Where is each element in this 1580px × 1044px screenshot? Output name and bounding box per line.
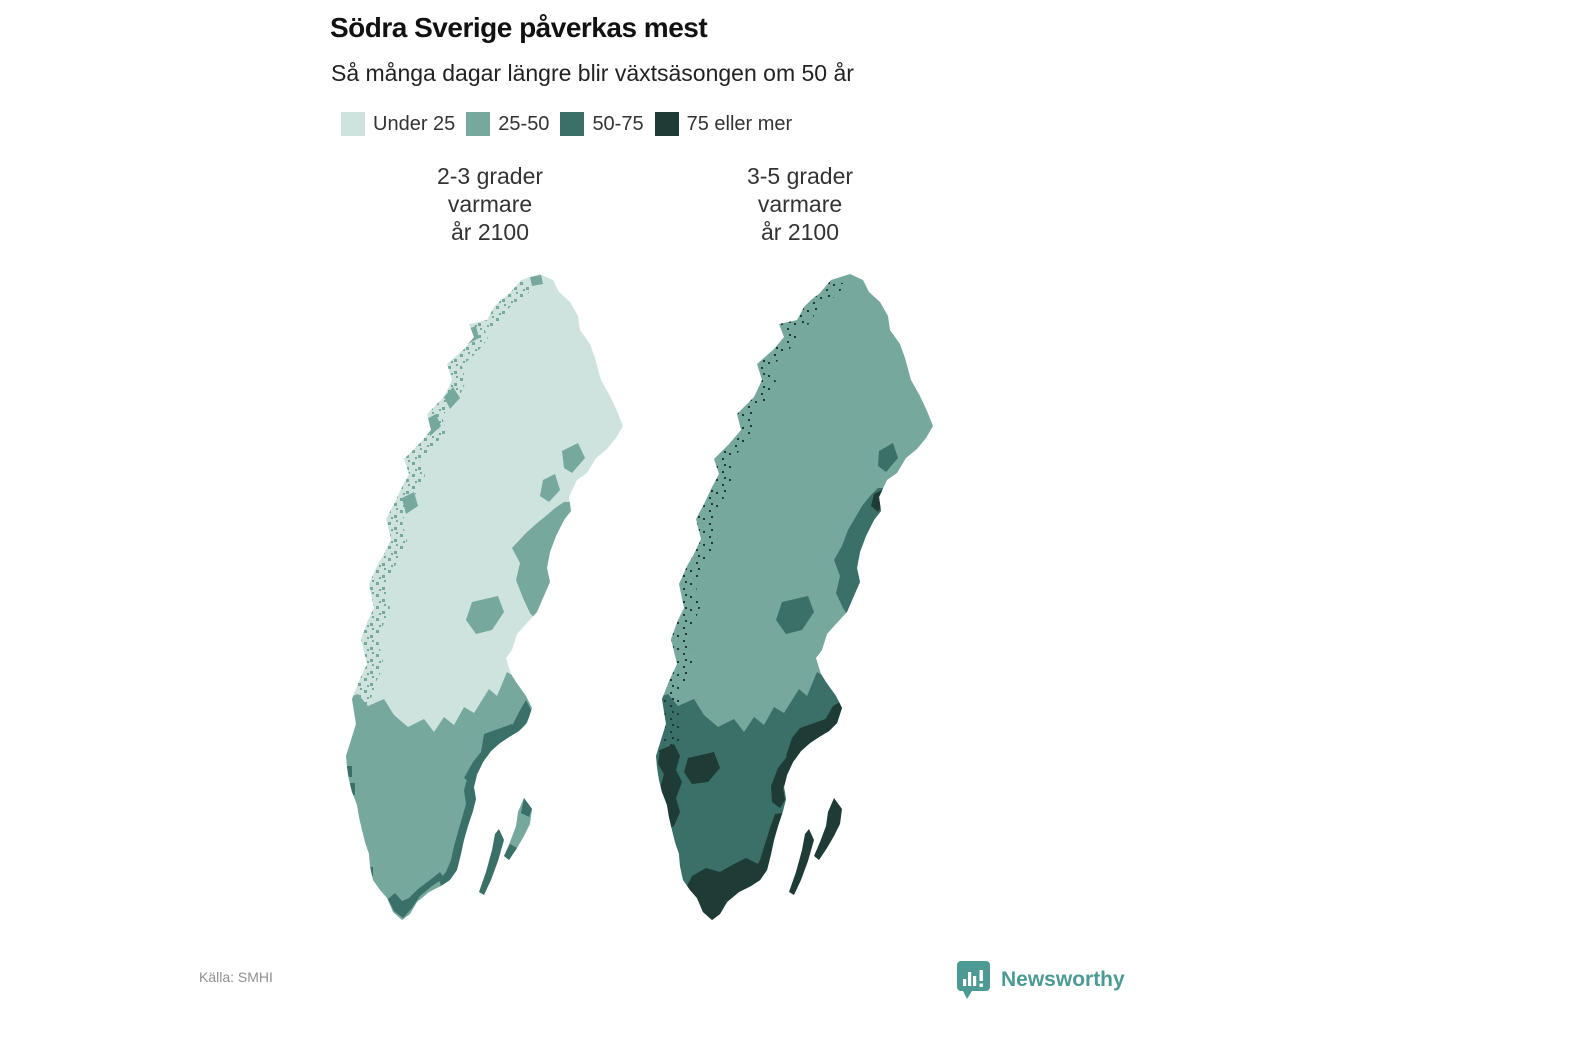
chart-title: Södra Sverige påverkas mest xyxy=(330,12,708,43)
legend-label: 25-50 xyxy=(498,112,550,135)
map-label-scenario-2-3: 2-3 grader varmare år 2100 xyxy=(436,163,544,245)
map-label-scenario-3-5: 3-5 grader varmare år 2100 xyxy=(746,163,854,245)
newsworthy-wordmark: Newsworthy xyxy=(1001,968,1125,991)
newsworthy-bubble-chart-icon xyxy=(957,961,990,999)
legend-item-25-50: 25-50 xyxy=(466,112,549,136)
legend-swatch-25-50 xyxy=(466,112,491,136)
legend-swatch-75-plus xyxy=(654,112,679,136)
legend-label: 75 eller mer xyxy=(686,112,793,135)
inland-patch-25-50 xyxy=(466,596,504,634)
island-gotland-north-tip-50-75 xyxy=(521,798,532,817)
legend-item-75-plus: 75 eller mer xyxy=(654,112,793,136)
island-oland-50-75 xyxy=(479,829,504,895)
island-gotland-south-tail-50-75 xyxy=(504,844,517,860)
chart-subtitle: Så många dagar längre blir växtsäsongen … xyxy=(331,60,854,86)
legend-item-50-75: 50-75 xyxy=(560,112,644,136)
map-sweden-scenario-3-5 xyxy=(656,274,933,920)
coast-patch-50-75 xyxy=(878,443,898,472)
legend-label: Under 25 xyxy=(373,112,456,135)
coastal-regions-50-75 xyxy=(347,700,532,918)
mountain-speckle-band-25-50 xyxy=(346,280,536,756)
coast-patch-25-50 xyxy=(562,443,585,473)
legend-swatch-under-25 xyxy=(341,112,365,136)
legend-label: 50-75 xyxy=(592,112,644,135)
island-oland-75-plus xyxy=(789,829,814,895)
legend-swatch-50-75 xyxy=(560,112,585,136)
coastal-regions-75-plus xyxy=(658,490,885,920)
mountain-speckle-band-75-plus xyxy=(656,280,846,756)
source-attribution: Källa: SMHI xyxy=(199,969,273,985)
map-mainland-group xyxy=(346,274,623,920)
map-mainland-group xyxy=(656,274,933,920)
newsworthy-logo: Newsworthy xyxy=(956,960,1125,1000)
legend: Under 25 25-50 50-75 75 eller mer xyxy=(341,112,792,136)
coast-patch-25-50 xyxy=(540,474,560,502)
legend-item-under-25: Under 25 xyxy=(341,112,455,136)
map-sweden-scenario-2-3 xyxy=(346,274,623,920)
island-gotland-75-plus xyxy=(814,798,842,860)
inland-patch-50-75 xyxy=(776,596,814,634)
